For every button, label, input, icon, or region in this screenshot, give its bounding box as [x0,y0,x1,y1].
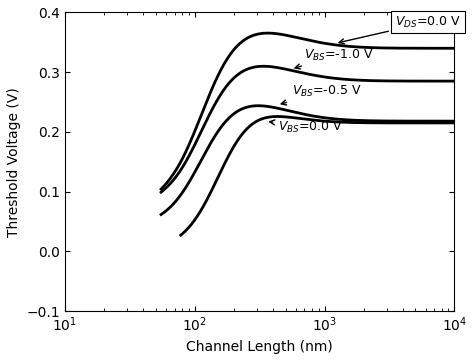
Text: $V_{DS}$=0.0 V: $V_{DS}$=0.0 V [339,14,461,44]
Text: $V_{BS}$=-1.0 V: $V_{BS}$=-1.0 V [295,47,374,69]
X-axis label: Channel Length (nm): Channel Length (nm) [186,340,333,354]
Text: $V_{BS}$=0.0 V: $V_{BS}$=0.0 V [270,120,344,135]
Y-axis label: Threshold Voltage (V): Threshold Voltage (V) [7,87,21,236]
Text: $V_{BS}$=-0.5 V: $V_{BS}$=-0.5 V [281,84,362,105]
